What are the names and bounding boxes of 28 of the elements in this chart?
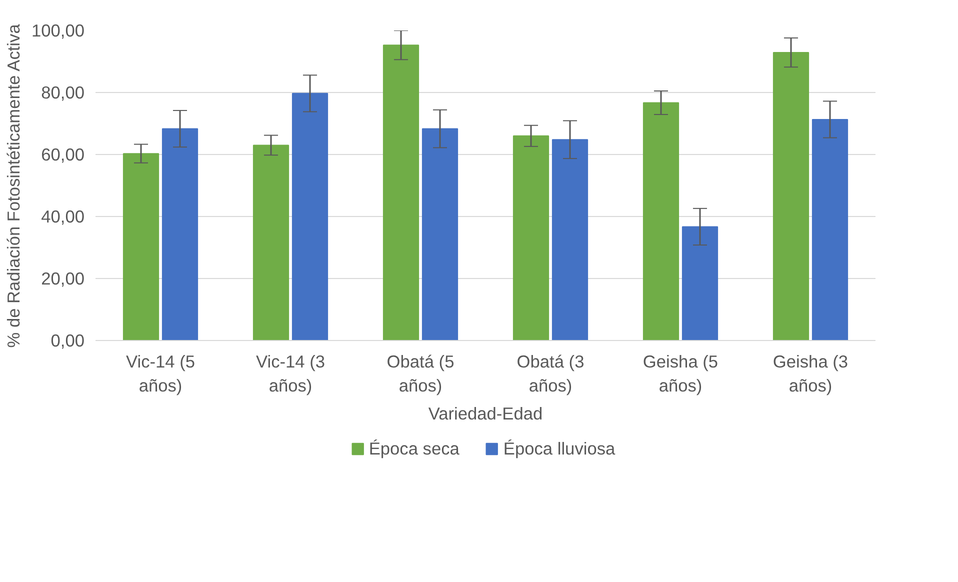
x-tick-label: Obatá (5 años) [386,352,454,396]
bar [422,128,458,340]
bar [292,92,328,340]
bar [382,44,420,340]
bar [812,118,848,340]
bar [252,144,290,340]
legend-label: Época lluviosa [503,438,616,459]
y-tick-label: 40,00 [41,206,85,226]
bar [772,52,810,340]
bar [552,139,588,340]
legend-label: Época seca [368,438,460,459]
bar [122,153,160,340]
x-axis-title: Variedad-Edad [428,404,543,424]
x-tick-label: Obatá (3 años) [516,352,584,396]
y-axis-title: % de Radiación Fotosintéticamente Activa [4,24,24,348]
y-tick-label: 100,00 [32,20,84,40]
bar [642,102,680,340]
x-tick-label: Vic-14 (3 años) [256,352,326,396]
y-tick-label: 20,00 [41,268,85,288]
y-tick-label: 0,00 [50,330,85,350]
y-tick-label: 80,00 [41,82,85,102]
bar [162,128,198,340]
bar [682,226,718,340]
x-tick-label: Vic-14 (5 años) [126,352,196,396]
x-tick-label: Geisha (5 años) [642,352,718,396]
bar [512,135,550,340]
y-tick-label: 60,00 [41,144,85,164]
x-tick-label: Geisha (3 años) [772,352,848,396]
